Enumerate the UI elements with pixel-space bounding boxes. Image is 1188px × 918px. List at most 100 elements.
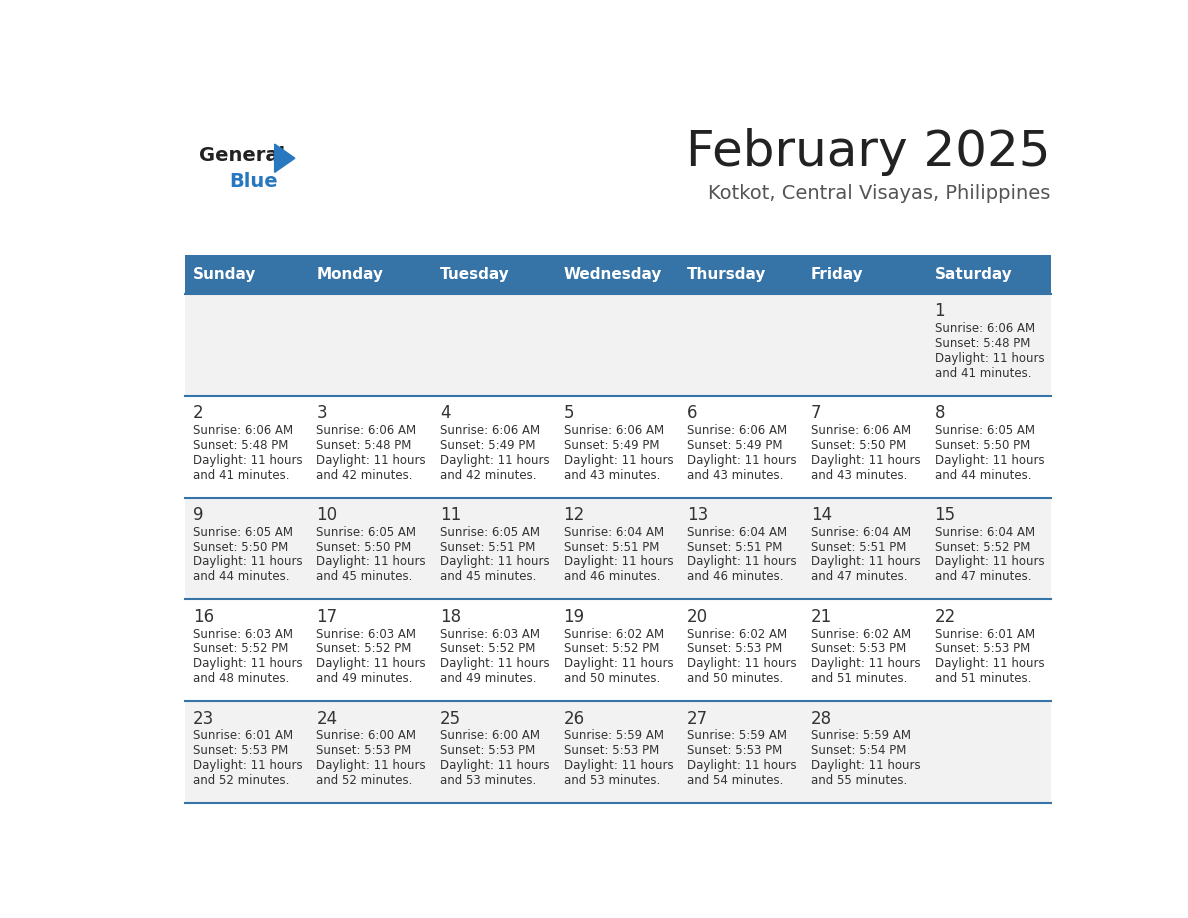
Text: and 50 minutes.: and 50 minutes. xyxy=(563,672,659,685)
Text: Daylight: 11 hours: Daylight: 11 hours xyxy=(563,453,674,466)
Text: Sunset: 5:50 PM: Sunset: 5:50 PM xyxy=(316,541,411,554)
Text: Sunrise: 6:01 AM: Sunrise: 6:01 AM xyxy=(192,730,292,743)
Text: February 2025: February 2025 xyxy=(687,128,1051,176)
Text: Tuesday: Tuesday xyxy=(440,267,510,282)
Text: Sunset: 5:53 PM: Sunset: 5:53 PM xyxy=(563,744,659,757)
Text: and 43 minutes.: and 43 minutes. xyxy=(563,468,661,482)
Text: and 44 minutes.: and 44 minutes. xyxy=(935,468,1031,482)
Text: and 47 minutes.: and 47 minutes. xyxy=(811,570,908,583)
Text: Daylight: 11 hours: Daylight: 11 hours xyxy=(811,453,921,466)
Text: Daylight: 11 hours: Daylight: 11 hours xyxy=(192,759,302,772)
Text: Sunset: 5:53 PM: Sunset: 5:53 PM xyxy=(316,744,411,757)
Text: Sunrise: 6:06 AM: Sunrise: 6:06 AM xyxy=(811,424,911,437)
Text: Daylight: 11 hours: Daylight: 11 hours xyxy=(811,759,921,772)
Text: Daylight: 11 hours: Daylight: 11 hours xyxy=(192,657,302,670)
Bar xyxy=(185,498,1051,599)
Text: and 46 minutes.: and 46 minutes. xyxy=(563,570,661,583)
Text: and 47 minutes.: and 47 minutes. xyxy=(935,570,1031,583)
Text: Sunrise: 5:59 AM: Sunrise: 5:59 AM xyxy=(687,730,788,743)
Text: and 42 minutes.: and 42 minutes. xyxy=(316,468,413,482)
Text: Daylight: 11 hours: Daylight: 11 hours xyxy=(811,657,921,670)
Text: Daylight: 11 hours: Daylight: 11 hours xyxy=(316,453,426,466)
Text: Sunset: 5:51 PM: Sunset: 5:51 PM xyxy=(440,541,536,554)
Text: 13: 13 xyxy=(687,506,708,524)
Text: Sunset: 5:49 PM: Sunset: 5:49 PM xyxy=(563,439,659,452)
Text: Sunrise: 6:06 AM: Sunrise: 6:06 AM xyxy=(935,322,1035,335)
Text: Sunrise: 6:06 AM: Sunrise: 6:06 AM xyxy=(687,424,788,437)
Text: 22: 22 xyxy=(935,608,956,626)
Text: Sunset: 5:48 PM: Sunset: 5:48 PM xyxy=(935,337,1030,350)
Text: and 49 minutes.: and 49 minutes. xyxy=(316,672,413,685)
Text: Daylight: 11 hours: Daylight: 11 hours xyxy=(440,657,550,670)
Text: Sunset: 5:53 PM: Sunset: 5:53 PM xyxy=(192,744,287,757)
Text: Sunset: 5:51 PM: Sunset: 5:51 PM xyxy=(563,541,659,554)
Text: Sunrise: 6:03 AM: Sunrise: 6:03 AM xyxy=(440,628,541,641)
Bar xyxy=(185,599,1051,701)
Text: 21: 21 xyxy=(811,608,832,626)
Text: and 51 minutes.: and 51 minutes. xyxy=(935,672,1031,685)
Text: Sunset: 5:49 PM: Sunset: 5:49 PM xyxy=(440,439,536,452)
Text: and 50 minutes.: and 50 minutes. xyxy=(687,672,784,685)
Text: and 52 minutes.: and 52 minutes. xyxy=(316,774,412,787)
Text: 17: 17 xyxy=(316,608,337,626)
Text: 20: 20 xyxy=(687,608,708,626)
Text: Sunrise: 6:06 AM: Sunrise: 6:06 AM xyxy=(563,424,664,437)
Text: and 42 minutes.: and 42 minutes. xyxy=(440,468,537,482)
Bar xyxy=(432,255,556,294)
Text: 1: 1 xyxy=(935,302,946,320)
Text: and 49 minutes.: and 49 minutes. xyxy=(440,672,537,685)
Text: Sunset: 5:53 PM: Sunset: 5:53 PM xyxy=(811,643,906,655)
Text: Daylight: 11 hours: Daylight: 11 hours xyxy=(687,555,797,568)
Text: 11: 11 xyxy=(440,506,461,524)
Text: and 41 minutes.: and 41 minutes. xyxy=(935,367,1031,380)
Text: 19: 19 xyxy=(563,608,584,626)
Text: Sunrise: 6:04 AM: Sunrise: 6:04 AM xyxy=(935,526,1035,539)
Text: Sunrise: 6:05 AM: Sunrise: 6:05 AM xyxy=(935,424,1035,437)
Text: 10: 10 xyxy=(316,506,337,524)
Text: Sunrise: 6:04 AM: Sunrise: 6:04 AM xyxy=(563,526,664,539)
Text: and 51 minutes.: and 51 minutes. xyxy=(811,672,908,685)
Text: and 43 minutes.: and 43 minutes. xyxy=(811,468,908,482)
Text: Daylight: 11 hours: Daylight: 11 hours xyxy=(192,453,302,466)
Bar xyxy=(185,701,1051,803)
Text: and 52 minutes.: and 52 minutes. xyxy=(192,774,289,787)
Text: Sunset: 5:52 PM: Sunset: 5:52 PM xyxy=(316,643,412,655)
Text: Daylight: 11 hours: Daylight: 11 hours xyxy=(935,657,1044,670)
Text: Sunset: 5:52 PM: Sunset: 5:52 PM xyxy=(440,643,536,655)
Text: Daylight: 11 hours: Daylight: 11 hours xyxy=(316,759,426,772)
Polygon shape xyxy=(274,144,295,173)
Text: Blue: Blue xyxy=(229,173,278,191)
Text: Daylight: 11 hours: Daylight: 11 hours xyxy=(935,555,1044,568)
Text: 5: 5 xyxy=(563,404,574,422)
Text: 26: 26 xyxy=(563,710,584,728)
Text: Daylight: 11 hours: Daylight: 11 hours xyxy=(192,555,302,568)
Text: and 46 minutes.: and 46 minutes. xyxy=(687,570,784,583)
Text: General: General xyxy=(200,145,285,164)
Text: 18: 18 xyxy=(440,608,461,626)
Text: Sunrise: 6:05 AM: Sunrise: 6:05 AM xyxy=(440,526,541,539)
Text: Sunset: 5:50 PM: Sunset: 5:50 PM xyxy=(811,439,906,452)
Text: and 54 minutes.: and 54 minutes. xyxy=(687,774,784,787)
Text: 7: 7 xyxy=(811,404,821,422)
Text: 12: 12 xyxy=(563,506,584,524)
Text: Sunrise: 6:05 AM: Sunrise: 6:05 AM xyxy=(316,526,416,539)
Text: 27: 27 xyxy=(687,710,708,728)
Text: Daylight: 11 hours: Daylight: 11 hours xyxy=(687,657,797,670)
Text: Sunset: 5:52 PM: Sunset: 5:52 PM xyxy=(192,643,287,655)
Text: Kotkot, Central Visayas, Philippines: Kotkot, Central Visayas, Philippines xyxy=(708,185,1051,204)
Text: Sunrise: 6:06 AM: Sunrise: 6:06 AM xyxy=(192,424,292,437)
Text: Daylight: 11 hours: Daylight: 11 hours xyxy=(563,555,674,568)
Text: Sunset: 5:51 PM: Sunset: 5:51 PM xyxy=(687,541,783,554)
Text: Daylight: 11 hours: Daylight: 11 hours xyxy=(440,555,550,568)
Text: and 48 minutes.: and 48 minutes. xyxy=(192,672,289,685)
Text: Daylight: 11 hours: Daylight: 11 hours xyxy=(316,555,426,568)
Text: 25: 25 xyxy=(440,710,461,728)
Text: Sunrise: 6:02 AM: Sunrise: 6:02 AM xyxy=(563,628,664,641)
Bar xyxy=(185,396,1051,498)
Text: Monday: Monday xyxy=(316,267,384,282)
Text: Sunset: 5:53 PM: Sunset: 5:53 PM xyxy=(935,643,1030,655)
Text: Sunset: 5:53 PM: Sunset: 5:53 PM xyxy=(687,744,783,757)
Text: 9: 9 xyxy=(192,506,203,524)
Text: Daylight: 11 hours: Daylight: 11 hours xyxy=(440,759,550,772)
Bar xyxy=(185,294,1051,396)
